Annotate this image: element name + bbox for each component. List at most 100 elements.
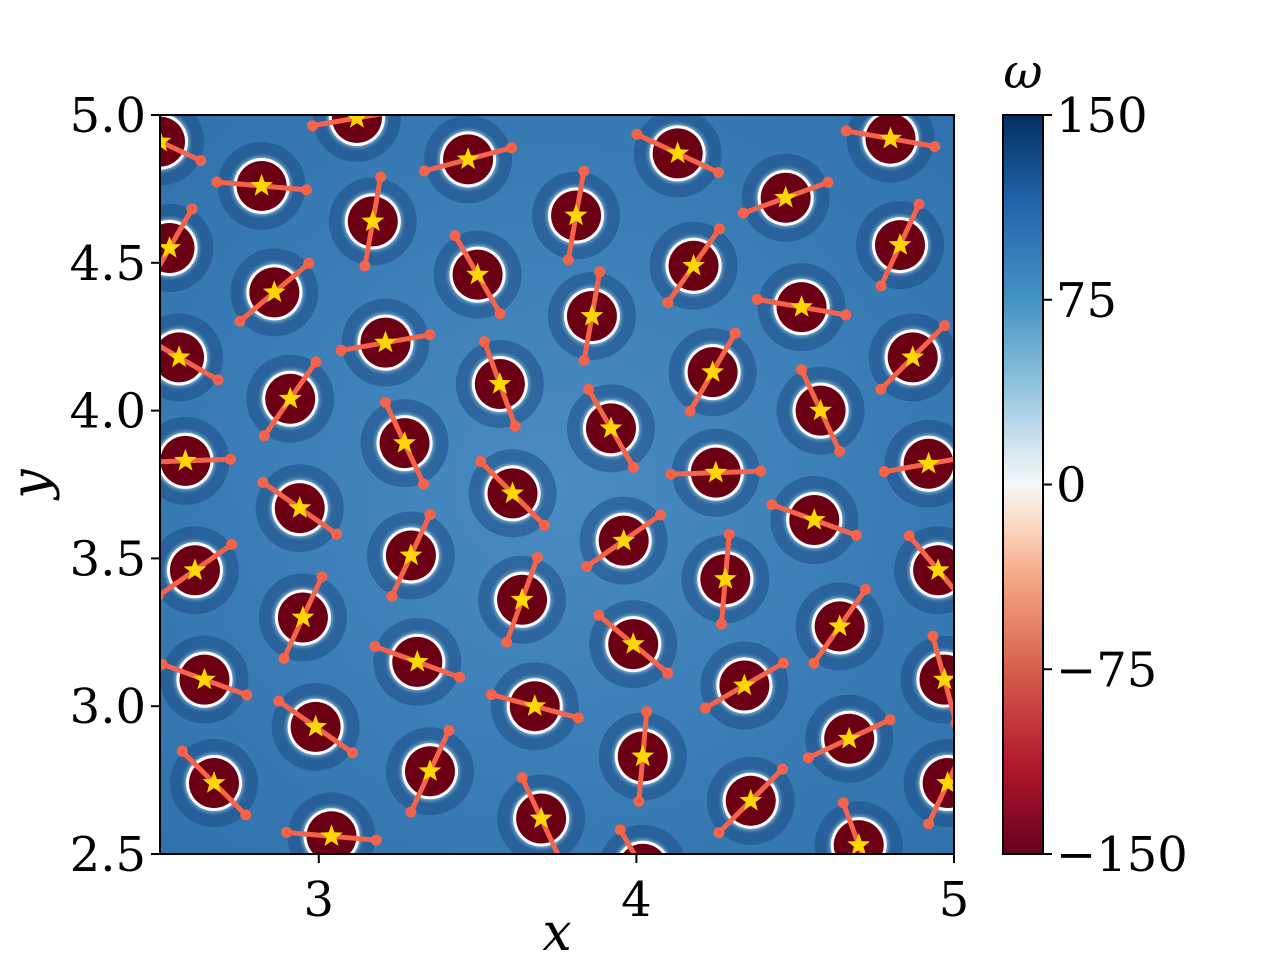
vortex-center-star — [291, 605, 315, 628]
vortex-center-star — [790, 295, 813, 317]
dipole-end — [424, 509, 436, 521]
dipole-end — [961, 737, 972, 748]
vortex-center-star — [346, 115, 368, 128]
dipole-end — [641, 706, 653, 718]
y-tick-label: 3.5 — [70, 531, 146, 587]
dipole-end — [300, 184, 312, 196]
dipole-end — [715, 618, 727, 630]
dipole-end — [386, 590, 398, 602]
dipole-end — [335, 344, 347, 356]
vortex-center-star — [802, 508, 826, 530]
dipole-end — [258, 430, 270, 442]
dipole-end — [176, 745, 188, 757]
x-tick-label: 4 — [621, 872, 652, 928]
dipole-end — [478, 336, 490, 348]
dipole-end — [859, 584, 871, 596]
dipole-line — [160, 138, 204, 164]
vortex-center-star — [599, 416, 623, 438]
dipole-end — [310, 356, 322, 368]
vortex-center-star — [926, 558, 950, 580]
dipole-end — [160, 590, 164, 602]
vortex-center-star — [847, 833, 871, 854]
dipole-end — [572, 712, 584, 724]
dipole-end — [737, 207, 749, 219]
dipole-end — [840, 309, 852, 321]
vortex-center-star — [739, 788, 763, 811]
dipole-end — [316, 571, 328, 583]
vortex-center-star — [510, 587, 534, 610]
dipole-end — [755, 465, 767, 477]
colorbar-tick-label: −75 — [1056, 642, 1157, 698]
dipole-end — [923, 818, 935, 830]
dipole-line — [617, 827, 638, 854]
vortex-center-star — [837, 726, 861, 749]
dipole-end — [494, 308, 506, 320]
dipole-end — [506, 142, 518, 154]
vortex-center-star — [320, 824, 343, 846]
vortex-center-star — [174, 448, 197, 471]
dipole-end — [240, 809, 252, 821]
dipole-end — [939, 320, 951, 332]
dipole-end — [531, 551, 543, 563]
vortex-center-star — [701, 360, 724, 382]
vortex-center-star — [361, 209, 385, 232]
dipole-end — [578, 165, 590, 177]
vortex-center-star — [466, 262, 489, 285]
dipole-end — [840, 125, 852, 137]
vortex-center-star — [580, 304, 604, 326]
dipole-end — [633, 795, 645, 807]
dipole-end — [875, 383, 887, 395]
dipole-end — [723, 528, 735, 540]
dipole-end — [660, 902, 671, 913]
x-tick-label: 3 — [304, 872, 335, 928]
vortex-center-star — [704, 460, 728, 483]
dipole-end — [878, 466, 890, 478]
dipole-end — [501, 636, 513, 648]
vortex-center-star — [418, 759, 442, 781]
vortex-center-star — [713, 567, 737, 589]
dipole-end — [359, 260, 371, 272]
vortex-center-star — [488, 372, 512, 394]
vortex-core — [160, 116, 185, 167]
dipole-end — [594, 266, 606, 278]
dipole-end — [405, 806, 417, 818]
plot-area — [159, 114, 972, 913]
dipole-end — [662, 667, 674, 679]
y-tick-label: 4.0 — [70, 384, 146, 440]
y-axis-ticks: 2.5 3.0 3.5 4.0 4.5 5.0 — [70, 88, 160, 883]
vortex-center-star — [399, 543, 423, 566]
dipole-end — [485, 689, 497, 701]
dipole-end — [578, 354, 590, 366]
vortex-center-star — [733, 673, 756, 696]
dipole-end — [160, 658, 168, 670]
colorbar-tick-label: 0 — [1056, 458, 1087, 514]
vortex-center-star — [828, 614, 852, 637]
y-axis-label: y — [1, 469, 61, 501]
vortex-center-star — [160, 129, 172, 152]
vortex-center-star — [288, 496, 312, 518]
dipole-end — [581, 560, 593, 572]
dipole-end — [582, 383, 594, 395]
dipole-end — [802, 752, 814, 764]
dipole-end — [699, 702, 711, 714]
y-tick-label: 4.5 — [70, 236, 146, 292]
dipole-end — [234, 315, 246, 327]
dipole-end — [195, 155, 207, 167]
dipole-end — [419, 165, 431, 177]
vortex-center-star — [888, 233, 912, 255]
dipole-end — [443, 724, 455, 736]
dipole-end — [516, 772, 528, 784]
dipole-end — [593, 609, 605, 621]
dipole-end — [346, 747, 358, 759]
dipole-end — [418, 478, 430, 490]
dipole-end — [875, 280, 887, 292]
dipole-end — [927, 630, 939, 642]
dipole-end — [913, 198, 925, 210]
vortex-center-star — [774, 185, 798, 208]
dipole-layer — [160, 115, 972, 913]
vortex-center-star — [262, 280, 286, 303]
dipole-end — [281, 826, 293, 838]
dipole-end — [331, 528, 343, 540]
dipole-end — [631, 128, 643, 140]
